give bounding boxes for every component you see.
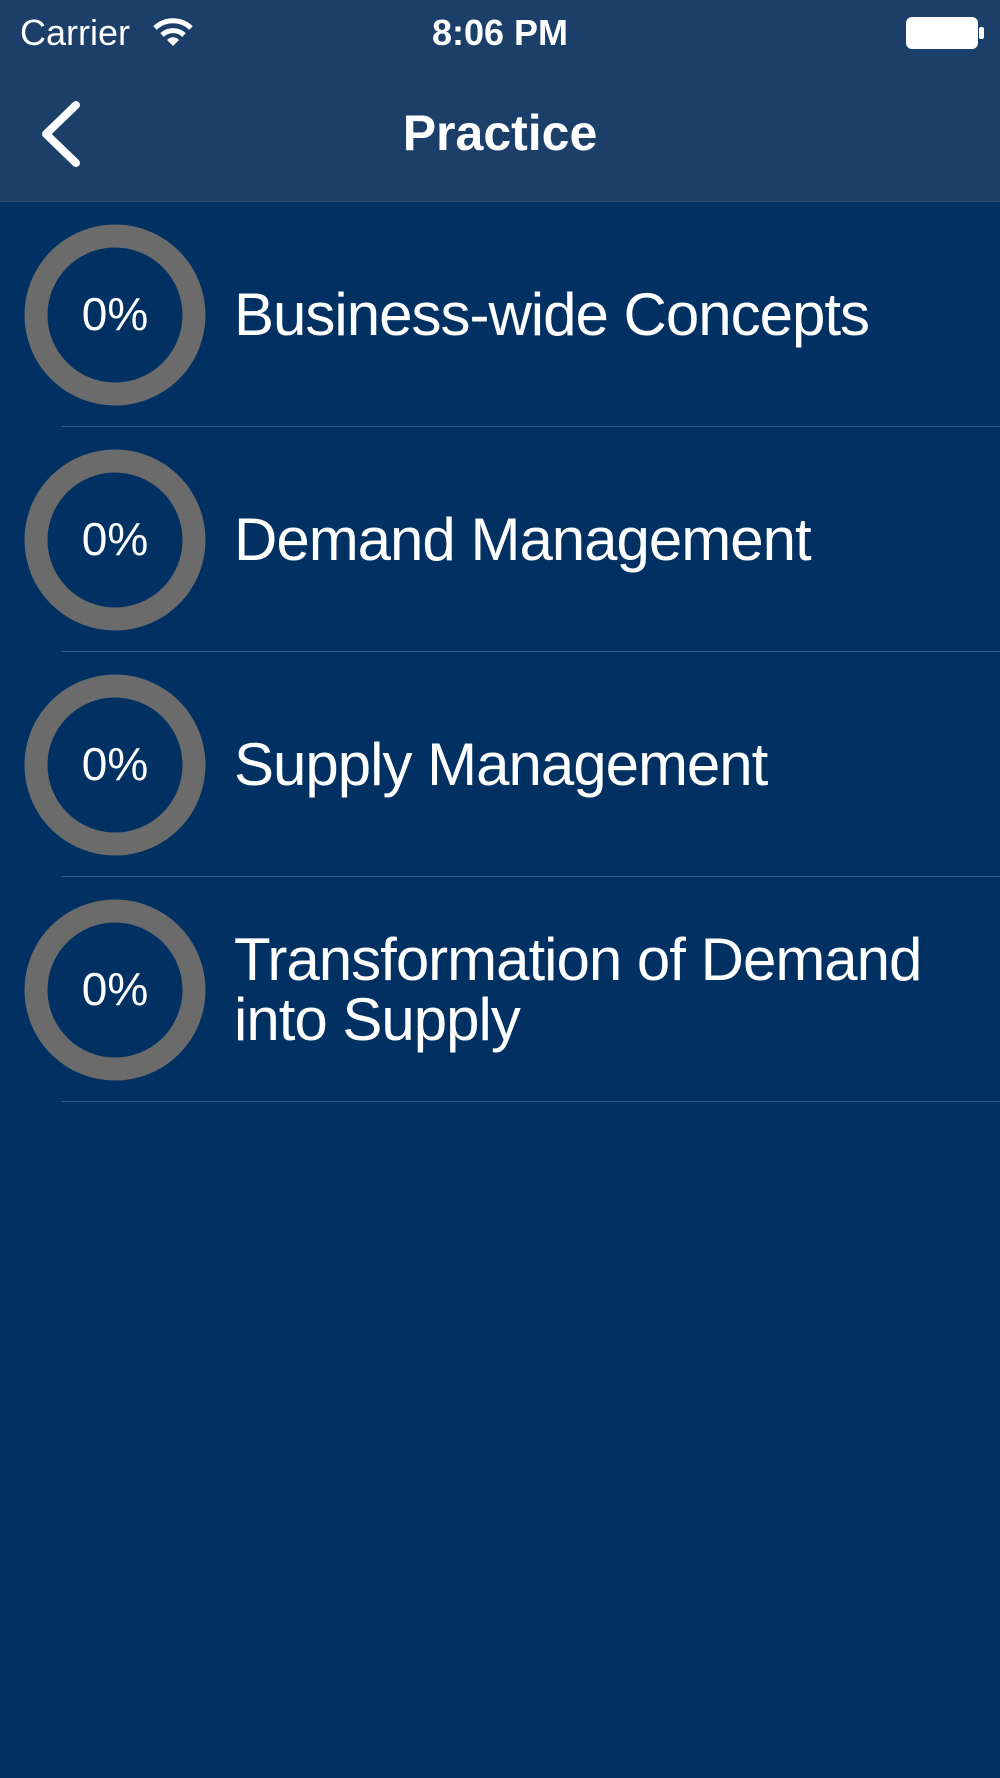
- list-row[interactable]: 0% Transformation of Demand into Supply: [0, 877, 1000, 1102]
- progress-ring: [24, 449, 206, 631]
- carrier: Carrier: [20, 12, 131, 53]
- clock: 8:06 PM: [431, 12, 569, 53]
- separator: [61, 876, 1000, 877]
- progress-ring: [24, 899, 206, 1081]
- top-bar: Carrier 8:06 PM Practice: [0, 0, 1000, 202]
- separator: [61, 426, 1000, 427]
- separator: [61, 651, 1000, 652]
- progress-ring: [24, 224, 206, 406]
- list-row[interactable]: 0% Business-wide Concepts: [0, 202, 1000, 427]
- progress-label: 0%: [81, 288, 149, 340]
- back-button[interactable]: [36, 100, 86, 168]
- topic-label: Demand Management: [234, 505, 812, 573]
- separator: [61, 1101, 1000, 1102]
- topic-label: Business-wide Concepts: [234, 280, 870, 348]
- list-row[interactable]: 0% Demand Management: [0, 427, 1000, 652]
- progress-ring: [24, 674, 206, 856]
- list-row[interactable]: 0% Supply Management: [0, 652, 1000, 877]
- battery-icon: [906, 17, 984, 49]
- progress-label: 0%: [81, 963, 149, 1015]
- progress-label: 0%: [81, 513, 149, 565]
- wifi-icon: [153, 18, 193, 46]
- nav-title: Practice: [402, 105, 598, 161]
- topic-label: Transformation of Demand into Supply: [234, 925, 922, 1053]
- progress-label: 0%: [81, 738, 149, 790]
- topic-label: Supply Management: [234, 730, 768, 798]
